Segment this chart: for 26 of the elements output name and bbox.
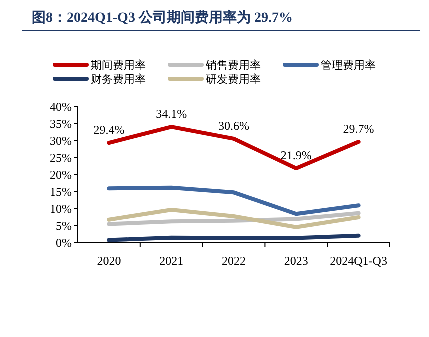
data-label: 29.4%	[94, 123, 125, 138]
y-tick-label: 15%	[50, 185, 72, 199]
legend-label: 期间费用率	[91, 59, 146, 72]
y-tick-label: 0%	[56, 236, 72, 250]
y-tick-label: 30%	[50, 134, 72, 148]
x-tick-label: 2024Q1-Q3	[330, 254, 388, 268]
y-tick-label: 5%	[56, 219, 72, 233]
data-label: 21.9%	[280, 148, 312, 163]
data-label: 34.1%	[156, 107, 188, 122]
legend-label: 管理费用率	[321, 59, 376, 72]
legend-label: 研发费用率	[206, 73, 261, 86]
y-tick-label: 20%	[50, 168, 72, 182]
line-series	[107, 186, 361, 216]
legend-label: 财务费用率	[91, 73, 146, 86]
data-label: 30.6%	[218, 118, 250, 133]
x-tick-label: 2022	[222, 254, 246, 268]
x-tick-label: 2021	[160, 254, 184, 268]
data-label: 29.7%	[343, 122, 374, 136]
x-tick-label: 2023	[284, 254, 308, 268]
legend-label: 销售费用率	[205, 59, 261, 72]
y-tick-label: 35%	[50, 117, 72, 131]
y-tick-label: 40%	[50, 100, 72, 114]
y-tick-label: 10%	[50, 202, 72, 216]
x-tick-label: 2020	[97, 254, 122, 268]
chart-title: 图8：2024Q1-Q3 公司期间费用率为 29.7%	[32, 9, 293, 26]
y-tick-label: 25%	[50, 151, 72, 165]
